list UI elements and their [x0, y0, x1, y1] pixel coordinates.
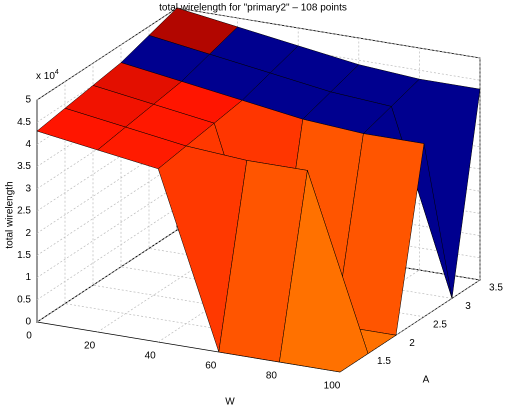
x-tick-label: 60: [205, 361, 217, 372]
surface-facet: [279, 170, 369, 373]
y-tick-label: 2.5: [433, 319, 447, 330]
z-scale-base: x 10: [36, 71, 55, 82]
z-tick-label: 2: [25, 228, 31, 239]
z-scale-power: 4: [55, 69, 59, 76]
x-tick-label: 80: [266, 371, 278, 382]
z-tick-label: 4.5: [17, 117, 31, 128]
x-tick-label: 20: [84, 341, 96, 352]
z-tick-label: 0: [25, 317, 31, 328]
y-tick-label: 2: [409, 338, 415, 349]
z-tick-label: 5: [25, 95, 31, 106]
y-axis-label: A: [423, 375, 430, 386]
y-tick-label: 3: [465, 301, 471, 312]
x-tick-label: 100: [324, 381, 341, 392]
z-scale: x 104: [36, 69, 59, 82]
z-tick-label: 1: [25, 272, 31, 283]
y-tick-label: 1.5: [377, 356, 391, 367]
z-tick-label: 4: [25, 139, 31, 150]
y-tick-label: 3.5: [489, 283, 503, 294]
z-axis-label: total wirelength: [5, 181, 16, 248]
z-grid-line: [36, 29, 481, 123]
x-tick-label: 40: [145, 351, 157, 362]
z-grid-line: [36, 7, 481, 101]
z-tick-label: 3.5: [17, 161, 31, 172]
z-tick-label: 1.5: [17, 250, 31, 261]
x-axis-label: W: [225, 397, 235, 408]
z-tick-label: 3: [25, 183, 31, 194]
chart-title: total wirelength for "primary2" – 108 po…: [159, 3, 347, 14]
z-tick-label: 2.5: [17, 206, 31, 217]
x-tick-label: 0: [26, 331, 32, 342]
z-tick-label: 0.5: [17, 294, 31, 305]
